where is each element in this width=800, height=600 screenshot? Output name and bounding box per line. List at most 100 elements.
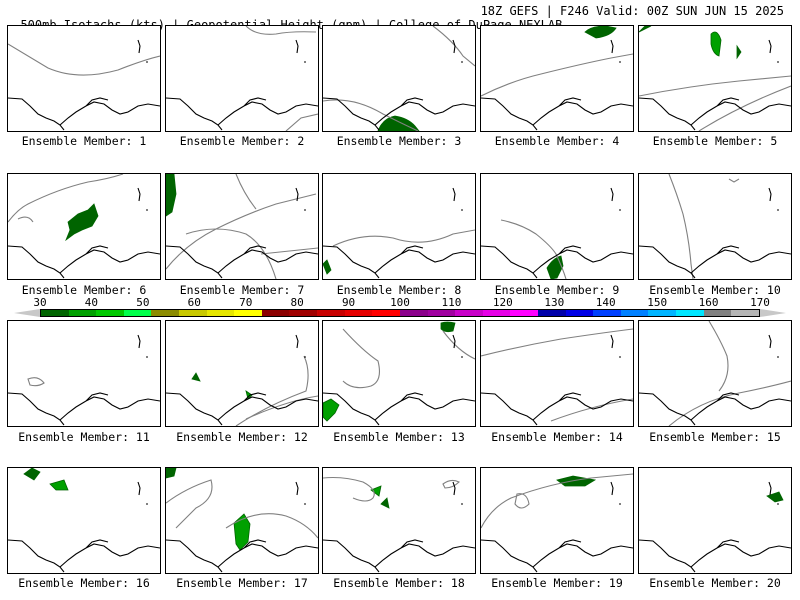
isotach-fill xyxy=(233,513,251,551)
height-contour xyxy=(166,193,317,270)
ensemble-member-9-caption: Ensemble Member: 9 xyxy=(494,283,620,297)
colorbar-swatch xyxy=(344,310,373,316)
isotach-fill xyxy=(710,31,722,57)
coastline xyxy=(166,39,318,131)
colorbar-swatch xyxy=(455,310,483,316)
map-plot xyxy=(639,174,791,279)
height-contour xyxy=(332,229,475,247)
coastline xyxy=(639,39,791,131)
isotach-fill xyxy=(377,115,420,131)
ensemble-member-10-caption: Ensemble Member: 10 xyxy=(649,283,781,297)
ensemble-member-6-caption: Ensemble Member: 6 xyxy=(21,283,147,297)
height-contour xyxy=(442,479,460,489)
colorbar-tick-label: 30 xyxy=(33,296,47,309)
ensemble-member-20-map xyxy=(638,467,792,574)
map-plot xyxy=(639,321,791,426)
colorbar-swatch xyxy=(648,310,677,316)
map-plot xyxy=(166,26,318,131)
ensemble-member-6-map xyxy=(7,173,161,280)
colorbar-swatch xyxy=(593,310,621,316)
ensemble-member-18-map xyxy=(322,467,476,574)
height-contour xyxy=(235,174,257,210)
height-contour xyxy=(432,26,475,67)
coastline xyxy=(8,39,160,131)
colorbar-swatch xyxy=(510,310,538,316)
colorbar-tick-label: 40 xyxy=(84,296,99,309)
ensemble-member-15-map xyxy=(638,320,792,427)
colorbar-tick-label: 170 xyxy=(750,296,770,309)
isotach-fill xyxy=(766,491,784,503)
isotach-fill xyxy=(556,475,597,487)
map-plot xyxy=(639,26,791,131)
colorbar-swatch xyxy=(123,310,152,316)
height-contour xyxy=(342,328,380,389)
map-plot xyxy=(323,26,475,131)
ensemble-member-16-map xyxy=(7,467,161,574)
ensemble-member-14-map xyxy=(480,320,634,427)
height-contour xyxy=(639,75,791,97)
height-contour xyxy=(728,178,740,183)
isotach-fill xyxy=(166,174,177,217)
map-plot xyxy=(481,328,633,426)
colorbar-tick-label: 140 xyxy=(595,296,616,309)
coastline xyxy=(481,334,633,426)
ensemble-member-7-map xyxy=(165,173,319,280)
height-contour xyxy=(285,113,318,131)
colorbar-right-arrow xyxy=(760,309,786,317)
coastline xyxy=(8,187,160,279)
colorbar-tick-label: 130 xyxy=(544,296,565,309)
height-contour xyxy=(185,228,277,279)
isotach-fill xyxy=(65,203,99,242)
ensemble-member-13-map xyxy=(322,320,476,427)
colorbar-swatch xyxy=(482,310,511,316)
colorbar-swatch xyxy=(399,310,428,316)
ensemble-member-9-map xyxy=(480,173,634,280)
colorbar-swatch xyxy=(703,310,732,316)
ensemble-member-19-caption: Ensemble Member: 19 xyxy=(491,576,623,590)
isotach-fill xyxy=(323,259,332,275)
colorbar-tick-label: 50 xyxy=(136,296,150,309)
colorbar-strip xyxy=(40,309,760,317)
colorbar-swatch xyxy=(179,310,207,316)
colorbar-tick-label: 80 xyxy=(290,296,304,309)
coastline xyxy=(639,334,791,426)
isotach-fill xyxy=(639,26,652,33)
height-contour xyxy=(442,330,475,360)
coastline xyxy=(481,39,633,131)
coastline xyxy=(323,39,475,131)
isotach-fill xyxy=(23,468,41,481)
ensemble-member-11-map xyxy=(7,320,161,427)
ensemble-member-10-map xyxy=(638,173,792,280)
coastline xyxy=(323,187,475,279)
map-plot xyxy=(166,334,318,426)
colorbar-swatch xyxy=(372,310,400,316)
height-contour xyxy=(481,473,633,529)
isotach-fill xyxy=(380,497,390,509)
height-contour xyxy=(481,53,633,97)
height-contour xyxy=(514,493,530,509)
ensemble-member-12-caption: Ensemble Member: 12 xyxy=(176,430,308,444)
colorbar-swatch xyxy=(317,310,345,316)
map-plot xyxy=(8,334,160,426)
ensemble-member-12-map xyxy=(165,320,319,427)
colorbar-swatch xyxy=(427,310,456,316)
ensemble-member-5-map xyxy=(638,25,792,132)
ensemble-member-8-caption: Ensemble Member: 8 xyxy=(336,283,462,297)
colorbar-tick-label: 100 xyxy=(390,296,410,309)
height-contour xyxy=(323,476,375,502)
colorbar-left-arrow xyxy=(14,309,40,317)
map-plot xyxy=(323,476,475,573)
coastline xyxy=(481,187,633,279)
header-right-title: 18Z GEFS | F246 Valid: 00Z SUN JUN 15 20… xyxy=(480,4,784,18)
colorbar-labels: 30 40 50 60 70 80 90 100 110 120 130 140 150 160 170 xyxy=(0,296,800,309)
ensemble-member-19-map xyxy=(480,467,634,574)
coastline xyxy=(481,481,633,573)
isotach-fill xyxy=(440,321,456,333)
height-contour xyxy=(245,26,317,35)
ensemble-member-4-map xyxy=(480,25,634,132)
coastline xyxy=(8,481,160,573)
map-plot xyxy=(8,468,160,573)
colorbar-swatch xyxy=(261,310,290,316)
ensemble-member-2-map xyxy=(165,25,319,132)
coastline xyxy=(639,481,791,573)
